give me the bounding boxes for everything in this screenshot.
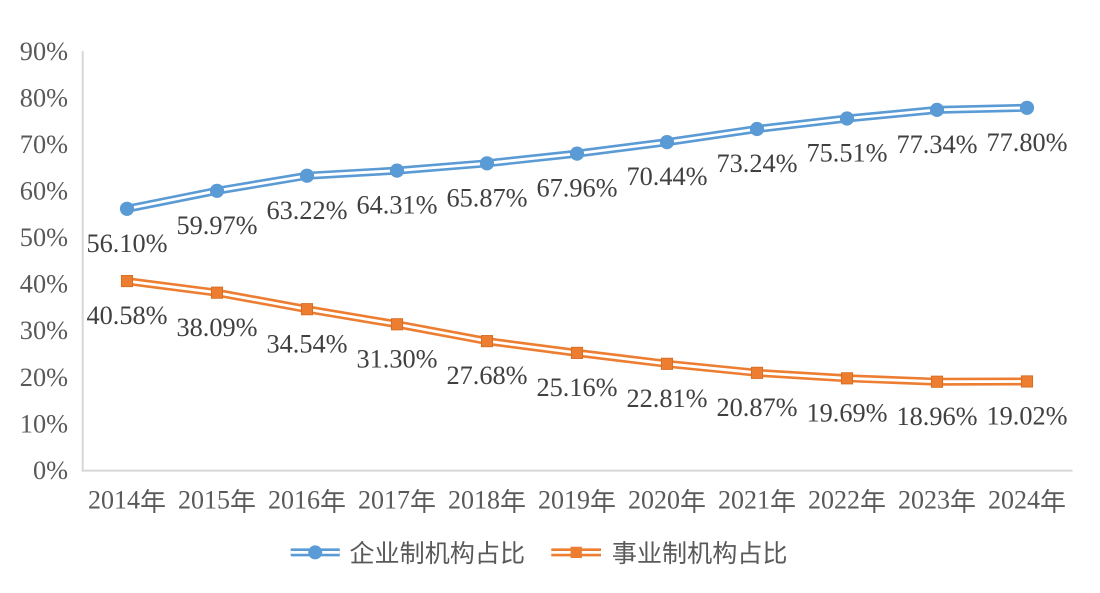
svg-text:20%: 20% — [20, 363, 68, 392]
svg-text:27.68%: 27.68% — [446, 361, 527, 390]
svg-text:80%: 80% — [20, 83, 68, 112]
svg-text:2014: 2014 — [88, 485, 140, 514]
svg-text:22.81%: 22.81% — [626, 384, 707, 413]
svg-text:2017: 2017 — [358, 485, 410, 514]
svg-text:77.80%: 77.80% — [986, 128, 1067, 157]
svg-text:70.44%: 70.44% — [626, 162, 707, 191]
svg-text:56.10%: 56.10% — [86, 229, 167, 258]
svg-text:2019: 2019 — [538, 485, 590, 514]
svg-text:70%: 70% — [20, 130, 68, 159]
svg-text:59.97%: 59.97% — [176, 211, 257, 240]
svg-text:30%: 30% — [20, 316, 68, 345]
svg-text:50%: 50% — [20, 223, 68, 252]
svg-text:19.69%: 19.69% — [806, 398, 887, 427]
svg-text:25.16%: 25.16% — [536, 373, 617, 402]
svg-text:40.58%: 40.58% — [86, 301, 167, 330]
svg-text:90%: 90% — [20, 37, 68, 66]
svg-text:65.87%: 65.87% — [446, 183, 527, 212]
svg-text:60%: 60% — [20, 177, 68, 206]
svg-text:34.54%: 34.54% — [266, 329, 347, 358]
svg-text:73.24%: 73.24% — [716, 149, 797, 178]
svg-text:63.22%: 63.22% — [266, 196, 347, 225]
svg-text:19.02%: 19.02% — [986, 402, 1067, 431]
svg-text:18.96%: 18.96% — [896, 402, 977, 431]
svg-text:75.51%: 75.51% — [806, 139, 887, 168]
svg-text:38.09%: 38.09% — [176, 313, 257, 342]
svg-text:2015: 2015 — [178, 485, 230, 514]
svg-text:40%: 40% — [20, 270, 68, 299]
svg-text:67.96%: 67.96% — [536, 174, 617, 203]
svg-text:2023: 2023 — [898, 485, 950, 514]
svg-text:64.31%: 64.31% — [356, 191, 437, 220]
svg-text:31.30%: 31.30% — [356, 344, 437, 373]
svg-text:2021: 2021 — [718, 485, 770, 514]
svg-text:0%: 0% — [33, 456, 68, 485]
svg-text:77.34%: 77.34% — [896, 130, 977, 159]
svg-text:2022: 2022 — [808, 485, 860, 514]
svg-text:10%: 10% — [20, 409, 68, 438]
svg-text:2016: 2016 — [268, 485, 320, 514]
svg-text:2024: 2024 — [988, 485, 1040, 514]
svg-text:20.87%: 20.87% — [716, 393, 797, 422]
svg-text:2018: 2018 — [448, 485, 500, 514]
svg-text:2020: 2020 — [628, 485, 680, 514]
